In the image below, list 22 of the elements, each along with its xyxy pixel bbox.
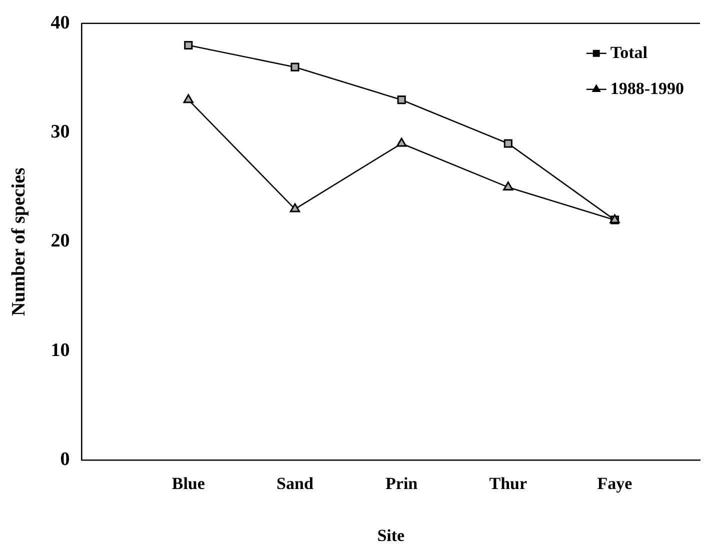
y-tick-label: 40 (50, 12, 70, 34)
x-axis-title: Site (377, 526, 406, 546)
y-axis-title: Number of species (8, 168, 30, 316)
point (184, 40, 193, 50)
point (290, 203, 300, 212)
y-tick-label: 10 (50, 340, 70, 361)
y-tick-label: 0 (60, 449, 70, 470)
x-tick-label: Sand (276, 474, 314, 493)
point (397, 96, 406, 104)
point (503, 181, 514, 190)
x-tick-label: Faye (597, 474, 633, 493)
point (183, 94, 194, 104)
point (504, 139, 512, 148)
y-tick-label: 20 (50, 230, 70, 252)
x-tick-label: Thur (489, 474, 528, 493)
legend-label: Total (610, 42, 648, 62)
point (396, 138, 407, 147)
legend-label: 1988-1990 (610, 78, 684, 98)
point (290, 62, 300, 72)
x-tick-label: Prin (386, 474, 418, 493)
y-tick-label: 30 (50, 122, 70, 143)
x-tick-label: Blue (172, 474, 206, 493)
